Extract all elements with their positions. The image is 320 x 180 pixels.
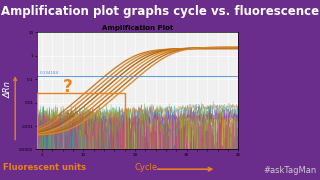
- Text: Amplification plot graphs cycle vs. fluorescence: Amplification plot graphs cycle vs. fluo…: [1, 4, 319, 17]
- Bar: [37, 93, 125, 149]
- Title: Amplification Plot: Amplification Plot: [102, 25, 173, 31]
- Text: Fluorescent units: Fluorescent units: [3, 163, 86, 172]
- Text: #askTagMan: #askTagMan: [264, 166, 317, 175]
- Text: Cycle: Cycle: [134, 163, 157, 172]
- Text: ΔRn: ΔRn: [4, 82, 12, 98]
- Text: ?: ?: [63, 78, 73, 96]
- Text: 0.134184: 0.134184: [39, 71, 59, 75]
